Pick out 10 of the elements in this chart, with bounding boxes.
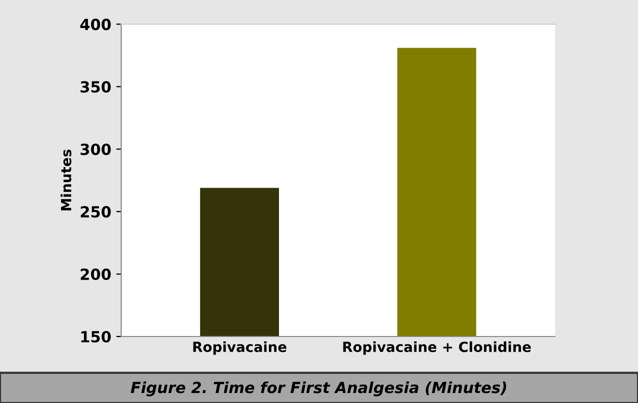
y-tick-label: 350: [80, 81, 111, 93]
y-axis-title: Minutes: [60, 150, 72, 210]
x-tick-label: Ropivacaine + Clonidine: [343, 341, 531, 355]
text: Figure 2. Time for First Analgesia (Minutes): [130, 381, 506, 396]
x-tick-label: Ropivacaine: [193, 341, 286, 355]
y-tick-label: 400: [80, 18, 111, 30]
y-tick-label: 250: [80, 206, 111, 218]
y-tick-label: 200: [80, 268, 111, 280]
y-tick-label: 150: [81, 330, 111, 343]
y-tick-label: 300: [80, 144, 111, 156]
